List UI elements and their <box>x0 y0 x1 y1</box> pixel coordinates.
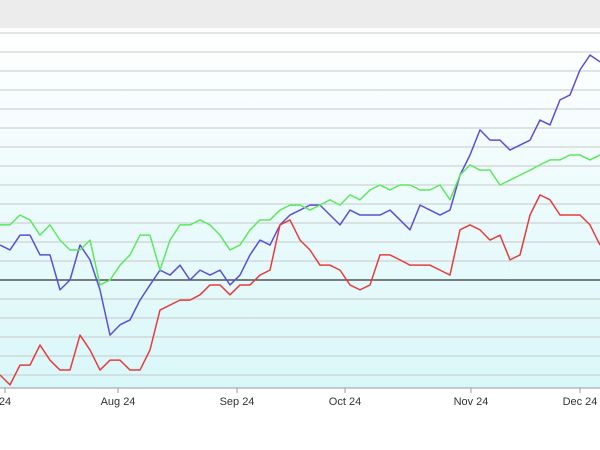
x-tick-label: Sep 24 <box>220 396 255 408</box>
top-bar <box>0 0 600 28</box>
series-line <box>0 194 600 386</box>
x-tick-label: Nov 24 <box>454 396 489 408</box>
x-tick-label: Dec 24 <box>563 396 598 408</box>
plot-area <box>0 29 600 388</box>
x-tick-label: Oct 24 <box>329 396 361 408</box>
x-tick-label: Aug 24 <box>101 396 136 408</box>
series-line <box>0 154 600 286</box>
series-line <box>0 54 600 336</box>
x-tick-label: 24 <box>0 396 11 408</box>
